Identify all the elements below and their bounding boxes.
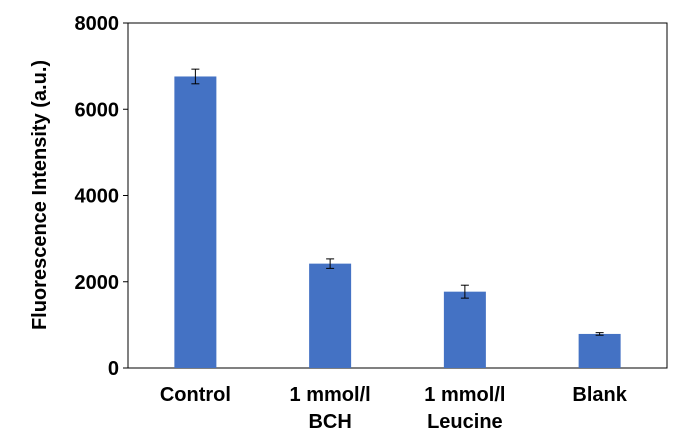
y-tick-label-0: 0: [108, 358, 119, 380]
y-axis-title: Fluorescence Intensity (a.u.): [29, 60, 51, 330]
y-axis: 0 2000 4000 6000 8000: [75, 13, 128, 380]
y-tick-label-3: 6000: [75, 99, 120, 121]
x-tick-label-2: 1 mmol/l Leucine: [424, 384, 505, 433]
plot-area: [127, 22, 668, 369]
bar-2: [443, 291, 486, 368]
y-tick-label-1: 2000: [75, 272, 120, 294]
error-bar-2: [460, 284, 469, 299]
x-tick-label-3: Blank: [572, 384, 627, 406]
error-bar-1: [326, 258, 335, 269]
bar-3: [578, 333, 621, 368]
error-bar-0: [191, 68, 200, 85]
y-tick-label-2: 4000: [75, 186, 120, 208]
bar-1: [309, 263, 352, 368]
error-bar-3: [595, 332, 604, 336]
x-tick-label-1: 1 mmol/l BCH: [290, 384, 371, 433]
x-axis: Control 1 mmol/l BCH 1 mmol/l Leucine Blank: [160, 384, 628, 433]
x-tick-label-0: Control: [160, 384, 231, 406]
bar-0: [174, 76, 217, 368]
y-tick-label-4: 8000: [75, 13, 120, 35]
